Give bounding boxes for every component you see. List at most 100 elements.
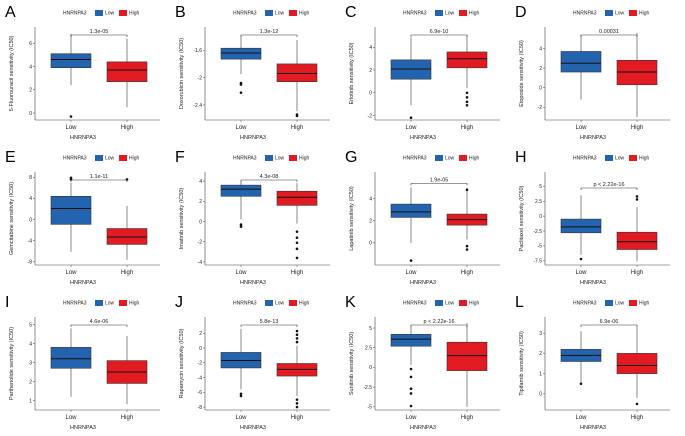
legend-swatch-low bbox=[95, 10, 103, 16]
y-tick-label: -8 bbox=[198, 405, 203, 411]
p-value-label: 1.1e-11 bbox=[90, 174, 108, 180]
box-low bbox=[50, 347, 92, 369]
legend-swatch-high bbox=[119, 300, 127, 306]
legend-title: HNRNPA3 bbox=[573, 156, 597, 162]
legend-label-low: Low bbox=[445, 11, 455, 17]
legend-swatch-low bbox=[95, 300, 103, 306]
legend-swatch-low bbox=[435, 300, 443, 306]
panel-c: C HNRNPA3 Low High -2 0 2 4 Erlotinib sensitivit… bbox=[345, 4, 500, 141]
y-tick-label: 6 bbox=[29, 41, 32, 47]
outlier-point bbox=[409, 404, 413, 408]
y-tick-label: -8 bbox=[28, 260, 33, 266]
y-tick-label: 5 bbox=[539, 184, 542, 190]
significance-bracket bbox=[410, 34, 468, 37]
box-low bbox=[50, 196, 92, 225]
outlier-point bbox=[295, 340, 299, 344]
outlier-point bbox=[239, 225, 243, 228]
y-tick-label: 2.5 bbox=[535, 199, 542, 205]
legend-label-high: High bbox=[129, 11, 140, 17]
p-value-label: 0.00031 bbox=[599, 29, 619, 35]
box-low bbox=[390, 203, 432, 218]
x-tick-label-high: High bbox=[631, 125, 643, 131]
significance-bracket bbox=[240, 324, 298, 327]
legend-swatch-high bbox=[459, 10, 467, 16]
legend-label-low: Low bbox=[445, 301, 455, 307]
legend-label-low: Low bbox=[615, 301, 625, 307]
outlier-point bbox=[465, 100, 469, 104]
y-tick-label: -5 bbox=[368, 405, 373, 411]
outlier-point bbox=[579, 382, 583, 386]
p-value-label: 6.9e-10 bbox=[430, 29, 449, 35]
outlier-point bbox=[465, 91, 469, 95]
x-tick-label-low: Low bbox=[575, 415, 587, 421]
significance-bracket bbox=[70, 34, 128, 37]
outlier-point bbox=[295, 337, 299, 340]
y-axis-label: Sunitinib sensitivity (IC50) bbox=[349, 332, 355, 395]
y-tick-label: 4 bbox=[369, 196, 372, 202]
legend-swatch-low bbox=[435, 10, 443, 16]
legend-label-low: Low bbox=[105, 301, 115, 307]
y-tick-label: -2 bbox=[198, 361, 203, 367]
panel-letter: J bbox=[175, 294, 183, 311]
outlier-point bbox=[635, 195, 639, 198]
legend-swatch-low bbox=[95, 155, 103, 161]
legend-swatch-high bbox=[629, 155, 637, 161]
y-tick-label: 3 bbox=[29, 360, 32, 366]
panel-a: A HNRNPA3 Low High 0 2 4 6 5-Fluorouracil sensit… bbox=[5, 4, 160, 141]
legend-title: HNRNPA3 bbox=[63, 156, 87, 162]
legend-title: HNRNPA3 bbox=[63, 11, 87, 17]
box-low bbox=[390, 59, 432, 80]
outlier-point bbox=[239, 394, 243, 398]
x-tick-label-low: Low bbox=[65, 415, 77, 421]
y-tick-label: 1 bbox=[539, 371, 542, 377]
y-tick-label: 0 bbox=[539, 392, 542, 398]
outlier-point bbox=[465, 188, 469, 192]
y-tick-label: 5 bbox=[29, 322, 32, 328]
y-tick-label: -2.5 bbox=[363, 385, 372, 391]
x-tick-label-low: Low bbox=[575, 270, 587, 276]
y-tick-label: -2.5 bbox=[533, 229, 542, 235]
y-tick-label: 4 bbox=[539, 46, 542, 52]
x-tick-label-low: Low bbox=[405, 125, 417, 131]
x-tick-label-high: High bbox=[461, 415, 473, 421]
box-low bbox=[560, 218, 602, 234]
legend-swatch-high bbox=[629, 300, 637, 306]
outlier-point bbox=[409, 259, 413, 262]
legend-label-high: High bbox=[469, 301, 480, 307]
x-axis-label: HNRNPA3 bbox=[70, 425, 96, 431]
outlier-point bbox=[295, 329, 299, 333]
x-axis-label: HNRNPA3 bbox=[70, 280, 96, 286]
box-low bbox=[50, 53, 92, 68]
y-axis-label: Paclitaxel sensitivity (IC50) bbox=[519, 185, 525, 251]
y-tick-label: -6 bbox=[198, 390, 203, 396]
box-high bbox=[616, 353, 658, 374]
legend-label-low: Low bbox=[615, 156, 625, 162]
x-axis-label: HNRNPA3 bbox=[70, 135, 96, 141]
panel-i: I HNRNPA3 Low High 1 2 3 4 5 Parthenolide sensiti… bbox=[5, 294, 160, 431]
y-axis-label: Gemcitabine sensitivity (IC50) bbox=[9, 182, 15, 255]
x-tick-label-low: Low bbox=[235, 125, 247, 131]
y-axis-label: Lapatinib sensitivity (IC50) bbox=[349, 186, 355, 251]
outlier-point bbox=[409, 375, 413, 379]
legend-label-high: High bbox=[129, 301, 140, 307]
legend-swatch-low bbox=[265, 155, 273, 161]
y-axis-label: Doxorubicin sensitivity (IC50) bbox=[179, 38, 185, 109]
y-axis-label: Erlotinib sensitivity (IC50) bbox=[349, 42, 355, 104]
legend-title: HNRNPA3 bbox=[403, 301, 427, 307]
outlier-point bbox=[465, 244, 469, 248]
y-tick-label: 0 bbox=[539, 85, 542, 91]
y-tick-label: 0 bbox=[199, 346, 202, 352]
x-tick-label-low: Low bbox=[575, 125, 587, 131]
x-tick-label-high: High bbox=[121, 125, 133, 131]
panel-letter: C bbox=[345, 4, 357, 21]
y-tick-label: 2 bbox=[29, 88, 32, 94]
x-axis-label: HNRNPA3 bbox=[240, 280, 266, 286]
y-tick-label: 0 bbox=[369, 241, 372, 247]
y-axis-label: 5-Fluorouracil sensitivity (IC50) bbox=[9, 35, 15, 111]
legend-label-low: Low bbox=[275, 301, 285, 307]
x-tick-label-high: High bbox=[461, 270, 473, 276]
legend-swatch-low bbox=[265, 300, 273, 306]
y-tick-label: 4 bbox=[369, 45, 372, 51]
significance-bracket bbox=[240, 179, 298, 182]
